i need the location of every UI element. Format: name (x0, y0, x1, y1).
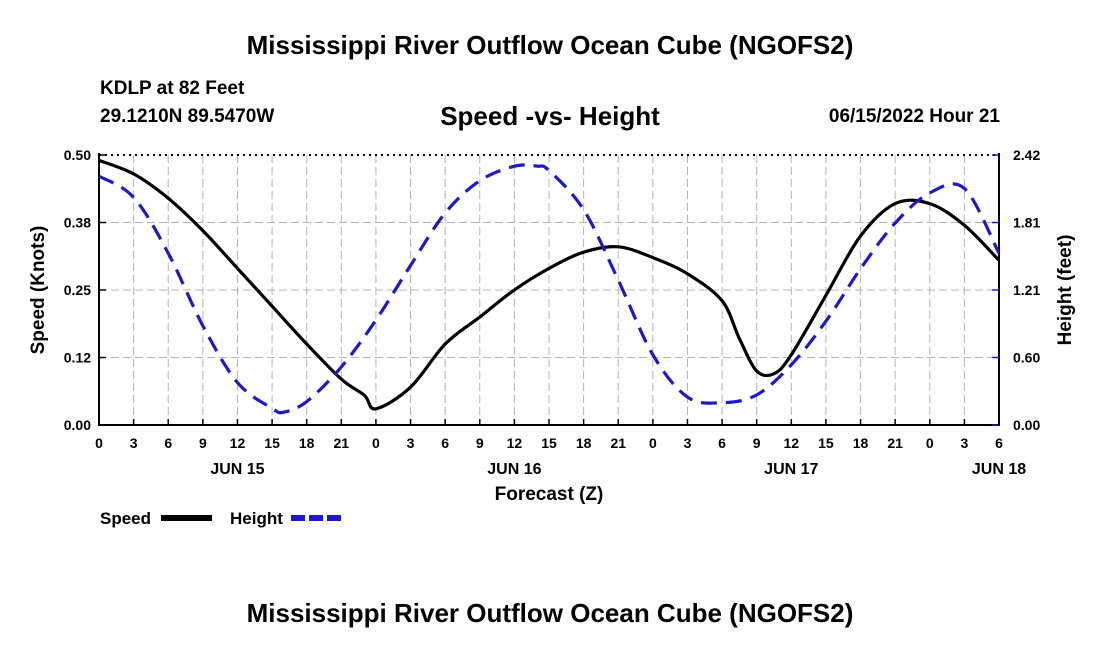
x-tick-label: 21 (334, 435, 350, 451)
x-tick-label: 6 (995, 435, 1003, 451)
y-tick-label-left: 0.38 (64, 215, 91, 231)
x-tick-label: 6 (718, 435, 726, 451)
y-tick-label-right: 2.42 (1013, 147, 1040, 163)
y-tick-label-left: 0.12 (64, 350, 91, 366)
x-day-label: JUN 15 (210, 461, 264, 478)
repeat-title: Mississippi River Outflow Ocean Cube (NG… (246, 598, 854, 628)
forecast-timestamp: 06/15/2022 Hour 21 (828, 106, 1000, 127)
y-tick-label-right: 1.81 (1013, 215, 1040, 231)
x-tick-label: 12 (507, 435, 523, 451)
x-tick-label: 0 (926, 435, 934, 451)
y-tick-label-left: 0.25 (64, 282, 91, 298)
x-tick-label: 6 (164, 435, 172, 451)
x-day-label: JUN 17 (764, 461, 818, 478)
x-tick-label: 9 (476, 435, 484, 451)
x-tick-label: 3 (684, 435, 692, 451)
x-day-label: JUN 16 (487, 461, 541, 478)
x-tick-label: 18 (853, 435, 869, 451)
x-tick-label: 0 (95, 435, 103, 451)
series-line-speed (99, 158, 999, 411)
y-axis-title-right: Height (feet) (1055, 235, 1076, 346)
x-axis-title: Forecast (Z) (495, 484, 604, 505)
x-tick-label: 3 (130, 435, 138, 451)
x-tick-label: 18 (299, 435, 315, 451)
x-day-label: JUN 18 (972, 461, 1026, 478)
series-line-height (99, 163, 999, 415)
chart-title: Speed -vs- Height (440, 101, 660, 131)
x-tick-label: 3 (960, 435, 968, 451)
x-tick-label: 12 (230, 435, 246, 451)
y-tick-label-right: 1.21 (1013, 282, 1040, 298)
x-tick-label: 18 (576, 435, 592, 451)
y-tick-label-right: 0.60 (1013, 350, 1040, 366)
x-tick-label: 3 (407, 435, 415, 451)
station-label: KDLP at 82 Feet (100, 78, 245, 99)
legend-label-speed: Speed (100, 509, 151, 528)
y-tick-label-right: 0.00 (1013, 417, 1040, 433)
x-tick-label: 12 (784, 435, 800, 451)
x-tick-label: 15 (264, 435, 280, 451)
legend-label-height: Height (230, 509, 283, 528)
y-tick-label-left: 0.00 (64, 417, 91, 433)
x-tick-label: 9 (753, 435, 761, 451)
x-tick-label: 21 (610, 435, 626, 451)
x-tick-label: 21 (887, 435, 903, 451)
x-tick-label: 15 (818, 435, 834, 451)
station-coordinates: 29.1210N 89.5470W (100, 106, 275, 127)
main-title: Mississippi River Outflow Ocean Cube (NG… (246, 30, 854, 60)
x-tick-label: 0 (372, 435, 380, 451)
x-tick-label: 9 (199, 435, 207, 451)
x-tick-label: 6 (441, 435, 449, 451)
y-tick-label-left: 0.50 (64, 147, 91, 163)
y-axis-title-left: Speed (Knots) (28, 226, 49, 355)
x-tick-label: 0 (649, 435, 657, 451)
x-tick-label: 15 (541, 435, 557, 451)
